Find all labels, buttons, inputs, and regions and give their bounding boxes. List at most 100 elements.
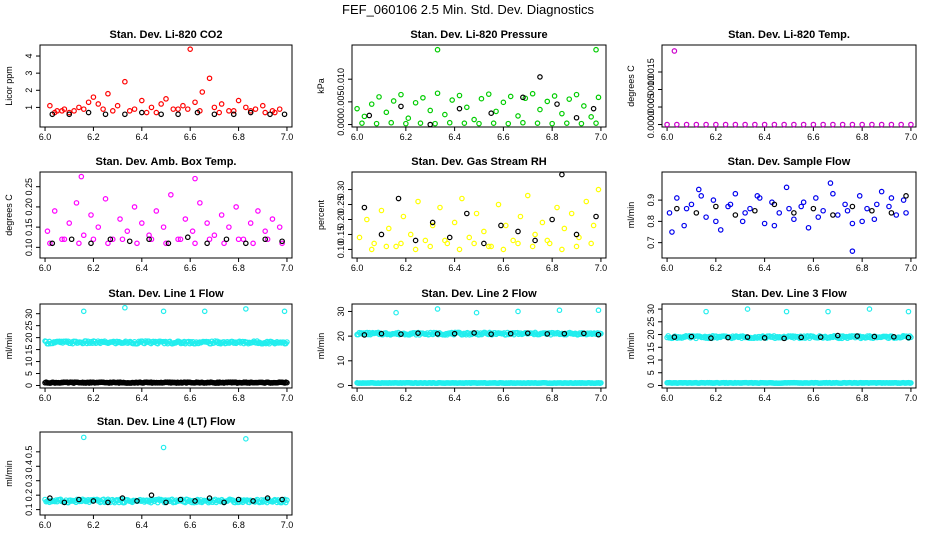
data-point [262, 109, 268, 116]
data-point [466, 234, 473, 241]
data-point [866, 306, 873, 312]
y-tick-label: 10 [646, 355, 656, 365]
data-point [359, 120, 365, 126]
data-point [437, 204, 443, 211]
data-point [44, 228, 51, 234]
data-point [420, 94, 426, 101]
y-tick-label: 3 [24, 71, 34, 76]
data-point [520, 119, 526, 126]
data-point [495, 201, 502, 208]
data-point [175, 111, 181, 118]
x-tick-label: 6.4 [136, 263, 149, 273]
data-point [216, 109, 223, 116]
data-point [810, 205, 817, 212]
data-point [122, 304, 128, 311]
data-point [820, 121, 826, 128]
data-point [378, 207, 385, 214]
data-point [456, 105, 463, 112]
data-point [825, 308, 831, 315]
data-point [131, 106, 138, 112]
data-point [126, 108, 133, 114]
data-point [593, 46, 599, 53]
data-point [856, 193, 863, 199]
data-point [192, 175, 198, 182]
data-point [148, 236, 155, 243]
panel-title: Stan. Dev. Line 2 Flow [421, 288, 537, 300]
x-tick-label: 6.0 [39, 520, 52, 530]
data-point [588, 240, 594, 247]
data-point [226, 224, 232, 230]
x-tick-label: 6.0 [661, 132, 674, 142]
panel-title: Stan. Dev. Gas Stream RH [411, 156, 547, 168]
data-point [761, 121, 768, 128]
panel-title: Stan. Dev. Amb. Box Temp. [96, 156, 237, 168]
page-title: FEF_060106 2.5 Min. Std. Dev. Diagnostic… [342, 2, 594, 17]
data-point [73, 200, 80, 206]
y-tick-label: 20 [646, 330, 656, 340]
data-point [674, 195, 680, 201]
data-point [398, 331, 404, 337]
x-tick-label: 6.0 [39, 132, 52, 142]
data-point [561, 330, 568, 337]
data-point [284, 379, 290, 386]
x-tick-label: 6.2 [87, 520, 100, 530]
data-point [842, 201, 848, 208]
data-point [109, 108, 116, 114]
data-point [405, 115, 412, 121]
y-tick-label: 0.20 [336, 211, 346, 229]
x-tick-label: 6.0 [39, 393, 52, 403]
y-tick-label: 1 [24, 105, 34, 110]
y-tick-label: 0.10 [24, 239, 34, 257]
plot-frame [661, 171, 917, 259]
data-point [226, 108, 232, 114]
data-point [199, 89, 206, 95]
data-point [61, 236, 68, 243]
data-point [259, 102, 266, 109]
panel-1: Stan. Dev. Li-820 CO2 Licor ppm 6.0 6.2 6.4 6… [4, 29, 293, 142]
data-point [583, 198, 590, 205]
data-point [559, 110, 565, 117]
plot-frame [661, 44, 917, 128]
data-point [471, 240, 477, 247]
data-point [891, 334, 897, 340]
data-point [47, 240, 53, 247]
data-point [100, 106, 106, 112]
data-point [871, 333, 878, 340]
panel-title: Stan. Dev. Li-820 Pressure [410, 29, 547, 41]
data-point [559, 171, 565, 178]
data-point [371, 240, 377, 247]
data-point [481, 240, 487, 247]
data-point [175, 236, 181, 243]
data-point [739, 218, 746, 225]
x-tick-label: 6.8 [232, 520, 245, 530]
data-point [206, 236, 213, 243]
data-point [781, 335, 787, 342]
data-point [442, 237, 448, 244]
data-point [223, 236, 230, 243]
data-point [783, 308, 790, 315]
data-point [507, 330, 514, 337]
data-point [187, 46, 193, 52]
y-tick-label: 30 [24, 309, 34, 319]
data-point [158, 101, 164, 107]
data-point [243, 436, 249, 442]
data-point [388, 119, 395, 126]
data-point [573, 114, 580, 121]
data-point [908, 121, 914, 128]
data-point [192, 240, 198, 247]
data-point [429, 219, 436, 226]
y-tick-label: 0.10 [336, 241, 346, 259]
data-point [429, 222, 436, 229]
data-point [849, 121, 856, 128]
y-tick-label: 0.000 [336, 113, 346, 136]
data-point [180, 102, 186, 109]
x-tick-label: 7.0 [281, 520, 294, 530]
data-point [192, 498, 198, 504]
data-point [364, 216, 370, 223]
data-point [588, 114, 594, 120]
data-point [105, 499, 111, 506]
plot-frame [351, 171, 607, 259]
data-point [194, 109, 201, 116]
data-point [66, 220, 73, 226]
data-point [744, 306, 751, 312]
